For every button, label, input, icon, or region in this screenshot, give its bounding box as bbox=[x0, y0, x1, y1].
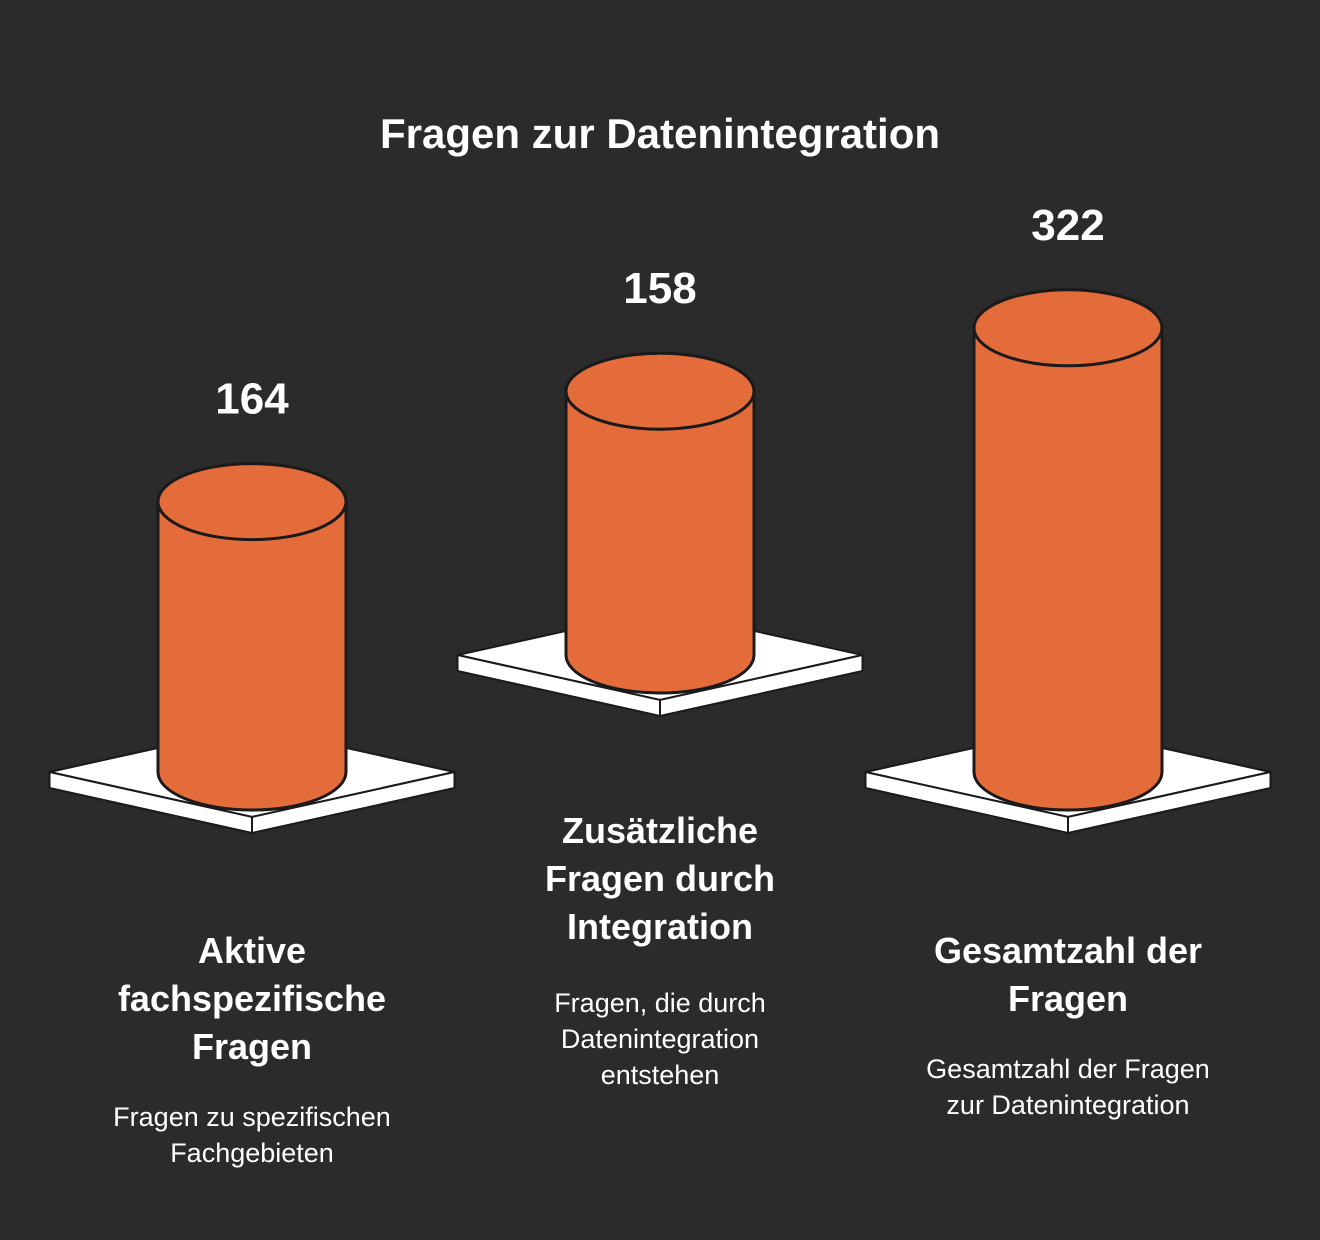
bar-group bbox=[864, 288, 1272, 835]
category-description-line: Fragen, die durch bbox=[554, 988, 766, 1018]
bars-layer bbox=[48, 288, 1272, 835]
category-label-line: Aktive bbox=[198, 930, 306, 971]
bar bbox=[972, 288, 1164, 812]
category-label-line: Gesamtzahl der bbox=[934, 930, 1202, 971]
labels-layer: 164 Aktive fachspezifische Fragen Fragen zu … bbox=[113, 201, 1210, 1168]
category-label: Gesamtzahl der Fragen bbox=[934, 930, 1202, 1019]
category-description: Fragen zu spezifischen Fachgebieten bbox=[113, 1102, 391, 1168]
bar bbox=[564, 351, 756, 695]
category-label-line: Fragen durch bbox=[545, 858, 775, 899]
category-description-line: Datenintegration bbox=[561, 1024, 759, 1054]
value-label: 322 bbox=[1031, 201, 1104, 250]
category-description-line: Gesamtzahl der Fragen bbox=[926, 1054, 1210, 1084]
category-description-line: Fragen zu spezifischen bbox=[113, 1102, 391, 1132]
category-label: Aktive fachspezifische Fragen bbox=[118, 930, 386, 1067]
category-label-line: fachspezifische bbox=[118, 978, 386, 1019]
category-description-line: entstehen bbox=[601, 1060, 720, 1090]
bar-group bbox=[456, 351, 864, 718]
category-description-line: zur Datenintegration bbox=[946, 1090, 1189, 1120]
bar bbox=[156, 462, 348, 812]
bar-group bbox=[48, 462, 456, 835]
category-label-line: Fragen bbox=[1008, 978, 1128, 1019]
category-description: Fragen, die durch Datenintegration entsteh… bbox=[554, 988, 766, 1090]
category-description-line: Fachgebieten bbox=[170, 1138, 334, 1168]
category-label-line: Fragen bbox=[192, 1026, 312, 1067]
category-label-line: Integration bbox=[567, 906, 753, 947]
value-label: 158 bbox=[623, 264, 696, 313]
category-label-line: Zusätzliche bbox=[562, 810, 758, 851]
category-label: Zusätzliche Fragen durch Integration bbox=[545, 810, 775, 947]
category-description: Gesamtzahl der Fragen zur Datenintegratio… bbox=[926, 1054, 1210, 1120]
chart-title: Fragen zur Datenintegration bbox=[380, 110, 940, 157]
value-label: 164 bbox=[215, 375, 289, 424]
